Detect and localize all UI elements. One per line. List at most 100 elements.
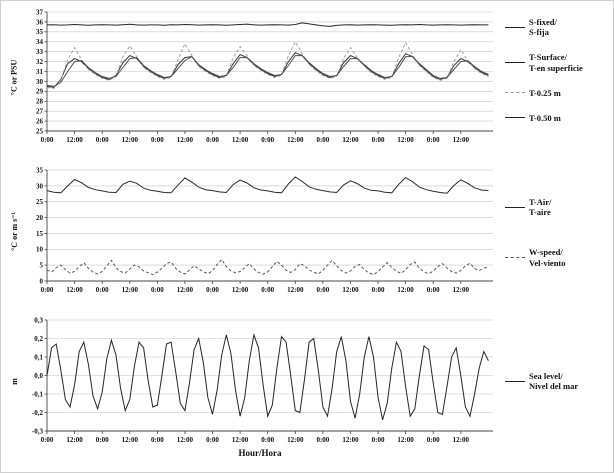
y-axis-label-column: m bbox=[7, 315, 21, 447]
legend-label: T-en superficie bbox=[529, 62, 583, 73]
y-axis-label-column: °C or m s⁻¹ bbox=[7, 165, 21, 297]
w-speed-line-sample-icon bbox=[505, 257, 525, 259]
svg-text:12:00: 12:00 bbox=[66, 136, 83, 144]
svg-text:12:00: 12:00 bbox=[397, 286, 414, 294]
svg-text:0:00: 0:00 bbox=[372, 436, 385, 444]
svg-text:0:00: 0:00 bbox=[261, 286, 274, 294]
legend-label: T-Air/ bbox=[529, 197, 552, 207]
legend-label: T-0.25 m bbox=[529, 87, 561, 98]
svg-text:0:00: 0:00 bbox=[427, 286, 440, 294]
legend-air-wind: T-Air/ T-aire W-speed/ Vel-viento bbox=[499, 165, 609, 297]
svg-text:12:00: 12:00 bbox=[122, 136, 139, 144]
svg-text:12:00: 12:00 bbox=[232, 136, 249, 144]
t-050m-line-sample-icon bbox=[505, 117, 525, 119]
svg-text:0: 0 bbox=[40, 277, 44, 285]
svg-text:12:00: 12:00 bbox=[287, 436, 304, 444]
svg-text:12:00: 12:00 bbox=[66, 286, 83, 294]
svg-text:27: 27 bbox=[36, 108, 44, 116]
svg-text:0:00: 0:00 bbox=[427, 436, 440, 444]
svg-text:0:00: 0:00 bbox=[427, 136, 440, 144]
air-wind-plot: 0 5 10 15 20 25 30 35 0:00 12:00 0:00 12:00 0:00 12:0… bbox=[36, 166, 493, 294]
svg-text:12:00: 12:00 bbox=[453, 136, 470, 144]
legend-item-sea-level: Sea level/ Nivel del mar bbox=[505, 371, 609, 391]
chart-panel-sea-level: m -0,3 -0,2 -0,1 0,0 0,1 0,2 0,3 0:00 12:00 0:00 1… bbox=[7, 315, 609, 447]
svg-text:0:00: 0:00 bbox=[206, 286, 219, 294]
sea-level-line-sample-icon bbox=[505, 380, 525, 382]
s-fixed-line-sample-icon bbox=[505, 26, 525, 28]
svg-text:20: 20 bbox=[36, 214, 44, 222]
legend-item-w-speed: W-speed/ Vel-viento bbox=[505, 247, 609, 268]
t-surface-line-sample-icon bbox=[505, 62, 525, 64]
svg-text:0:00: 0:00 bbox=[41, 136, 54, 144]
svg-text:0:00: 0:00 bbox=[96, 436, 109, 444]
y-axis-label-column: °C or PSU bbox=[7, 7, 21, 147]
svg-text:0,2: 0,2 bbox=[34, 335, 43, 343]
svg-text:5: 5 bbox=[40, 262, 44, 270]
svg-text:12:00: 12:00 bbox=[232, 286, 249, 294]
svg-text:0:00: 0:00 bbox=[372, 286, 385, 294]
svg-text:36: 36 bbox=[36, 18, 44, 26]
legend-label: Nivel del mar bbox=[529, 381, 579, 391]
svg-text:12:00: 12:00 bbox=[66, 436, 83, 444]
svg-text:0:00: 0:00 bbox=[151, 136, 164, 144]
svg-text:31: 31 bbox=[36, 68, 44, 76]
svg-text:0,0: 0,0 bbox=[34, 372, 43, 380]
svg-text:35: 35 bbox=[36, 28, 44, 36]
svg-text:-0,3: -0,3 bbox=[32, 427, 44, 435]
svg-text:0:00: 0:00 bbox=[316, 286, 329, 294]
svg-text:0:00: 0:00 bbox=[96, 136, 109, 144]
legend-label: W-speed/ bbox=[529, 247, 563, 258]
svg-text:12:00: 12:00 bbox=[453, 286, 470, 294]
legend-label: S-fija bbox=[529, 27, 549, 38]
svg-text:0:00: 0:00 bbox=[206, 436, 219, 444]
svg-text:-0,1: -0,1 bbox=[32, 390, 44, 398]
legend-label: S-fixed/ bbox=[529, 17, 557, 27]
svg-text:26: 26 bbox=[36, 118, 44, 126]
svg-text:10: 10 bbox=[36, 246, 44, 254]
svg-text:12:00: 12:00 bbox=[232, 436, 249, 444]
legend-sea-level: Sea level/ Nivel del mar bbox=[499, 315, 609, 447]
svg-text:12:00: 12:00 bbox=[177, 136, 194, 144]
svg-text:35: 35 bbox=[36, 166, 44, 174]
svg-text:25: 25 bbox=[36, 127, 44, 135]
t-air-line-sample-icon bbox=[505, 206, 525, 208]
svg-text:0:00: 0:00 bbox=[261, 136, 274, 144]
svg-text:0,3: 0,3 bbox=[34, 316, 43, 324]
svg-text:29: 29 bbox=[36, 88, 44, 96]
svg-text:12:00: 12:00 bbox=[453, 436, 470, 444]
y-axis-label: °C or PSU bbox=[9, 59, 19, 95]
legend-label: T-0.50 m bbox=[529, 112, 561, 123]
legend-item-t-025m: T-0.25 m bbox=[505, 88, 609, 98]
legend-label: T-Surface/ bbox=[529, 52, 567, 63]
y-axis-label: °C or m s⁻¹ bbox=[9, 211, 19, 251]
svg-text:12:00: 12:00 bbox=[287, 136, 304, 144]
svg-text:0:00: 0:00 bbox=[316, 436, 329, 444]
svg-text:0:00: 0:00 bbox=[316, 136, 329, 144]
svg-text:12:00: 12:00 bbox=[342, 436, 359, 444]
svg-text:0:00: 0:00 bbox=[151, 436, 164, 444]
svg-text:0:00: 0:00 bbox=[261, 436, 274, 444]
t-025m-line-sample-icon bbox=[505, 92, 525, 94]
svg-text:0:00: 0:00 bbox=[96, 286, 109, 294]
svg-text:15: 15 bbox=[36, 230, 44, 238]
legend-label: Sea level/ bbox=[529, 370, 563, 381]
chart-panel-temperature-salinity: °C or PSU 25 26 27 28 29 30 31 32 33 34 35 36 37 0:00… bbox=[7, 7, 609, 147]
svg-text:0:00: 0:00 bbox=[151, 286, 164, 294]
svg-text:33: 33 bbox=[36, 48, 44, 56]
legend-label: T-aire bbox=[529, 207, 551, 218]
svg-text:12:00: 12:00 bbox=[122, 436, 139, 444]
sea-level-plot: -0,3 -0,2 -0,1 0,0 0,1 0,2 0,3 0:00 12:00 0:00 12:… bbox=[32, 316, 493, 444]
svg-text:0,1: 0,1 bbox=[34, 353, 43, 361]
legend-temperature-salinity: S-fixed/ S-fija T-Surface/ T-en superfic… bbox=[499, 7, 609, 147]
legend-item-t-air: T-Air/ T-aire bbox=[505, 197, 609, 217]
svg-text:0:00: 0:00 bbox=[206, 136, 219, 144]
svg-text:12:00: 12:00 bbox=[287, 286, 304, 294]
legend-label: Vel-viento bbox=[529, 257, 566, 268]
svg-text:25: 25 bbox=[36, 198, 44, 206]
svg-text:12:00: 12:00 bbox=[342, 286, 359, 294]
chart-panel-air-wind: °C or m s⁻¹ 0 5 10 15 20 25 30 35 0:00 12:00 0:00 1… bbox=[7, 165, 609, 297]
svg-text:34: 34 bbox=[36, 38, 44, 46]
svg-text:12:00: 12:00 bbox=[342, 136, 359, 144]
